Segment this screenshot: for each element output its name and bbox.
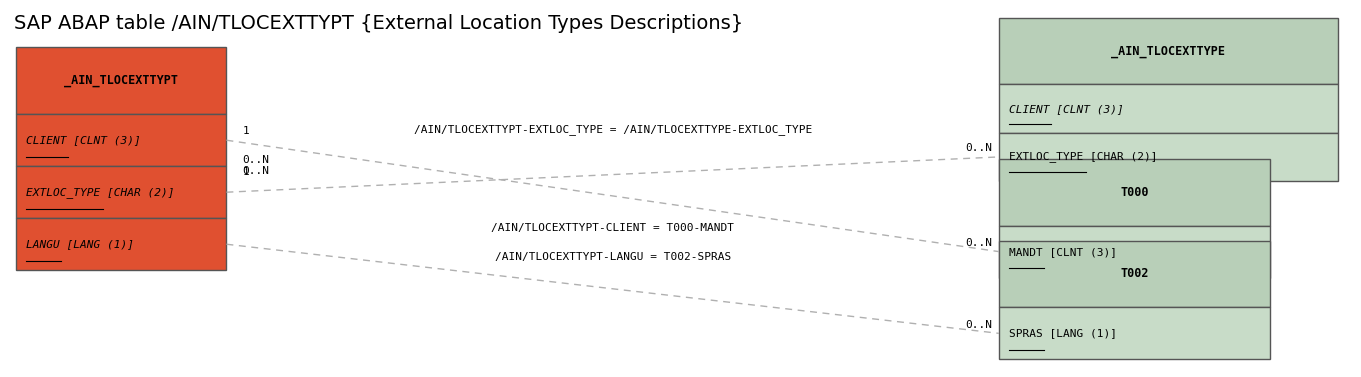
FancyBboxPatch shape — [16, 218, 226, 270]
Text: 0..N: 0..N — [965, 320, 992, 329]
Text: MANDT [CLNT (3)]: MANDT [CLNT (3)] — [1009, 247, 1116, 257]
Text: /AIN/TLOCEXTTYPT-CLIENT = T000-MANDT: /AIN/TLOCEXTTYPT-CLIENT = T000-MANDT — [491, 222, 734, 233]
FancyBboxPatch shape — [16, 114, 226, 166]
FancyBboxPatch shape — [999, 226, 1270, 277]
Text: 1: 1 — [242, 167, 249, 177]
Text: EXTLOC_TYPE [CHAR (2)]: EXTLOC_TYPE [CHAR (2)] — [1009, 152, 1157, 162]
Text: SAP ABAP table /AIN/TLOCEXTTYPT {External Location Types Descriptions}: SAP ABAP table /AIN/TLOCEXTTYPT {Externa… — [14, 14, 743, 33]
Text: CLIENT [CLNT (3)]: CLIENT [CLNT (3)] — [26, 135, 140, 145]
Text: /AIN/TLOCEXTTYPT-LANGU = T002-SPRAS: /AIN/TLOCEXTTYPT-LANGU = T002-SPRAS — [494, 252, 731, 262]
Text: _AIN_TLOCEXTTYPT: _AIN_TLOCEXTTYPT — [64, 74, 178, 87]
Text: SPRAS [LANG (1)]: SPRAS [LANG (1)] — [1009, 328, 1116, 339]
Text: 0..N: 0..N — [242, 166, 269, 176]
Text: 0..N: 0..N — [965, 238, 992, 248]
Text: T002: T002 — [1120, 267, 1149, 280]
Text: 1: 1 — [242, 127, 249, 136]
Text: LANGU [LANG (1)]: LANGU [LANG (1)] — [26, 239, 133, 249]
Text: 0..N: 0..N — [242, 155, 269, 165]
FancyBboxPatch shape — [999, 159, 1270, 226]
FancyBboxPatch shape — [16, 48, 226, 114]
FancyBboxPatch shape — [999, 84, 1338, 133]
Text: _AIN_TLOCEXTTYPE: _AIN_TLOCEXTTYPE — [1112, 44, 1225, 58]
Text: T000: T000 — [1120, 186, 1149, 199]
FancyBboxPatch shape — [999, 241, 1270, 307]
Text: /AIN/TLOCEXTTYPT-EXTLOC_TYPE = /AIN/TLOCEXTTYPE-EXTLOC_TYPE: /AIN/TLOCEXTTYPT-EXTLOC_TYPE = /AIN/TLOC… — [414, 124, 813, 135]
FancyBboxPatch shape — [999, 133, 1338, 181]
Text: CLIENT [CLNT (3)]: CLIENT [CLNT (3)] — [1009, 104, 1123, 113]
FancyBboxPatch shape — [999, 307, 1270, 359]
FancyBboxPatch shape — [16, 166, 226, 218]
Text: 0..N: 0..N — [965, 143, 992, 153]
FancyBboxPatch shape — [999, 18, 1338, 84]
Text: EXTLOC_TYPE [CHAR (2)]: EXTLOC_TYPE [CHAR (2)] — [26, 187, 174, 198]
